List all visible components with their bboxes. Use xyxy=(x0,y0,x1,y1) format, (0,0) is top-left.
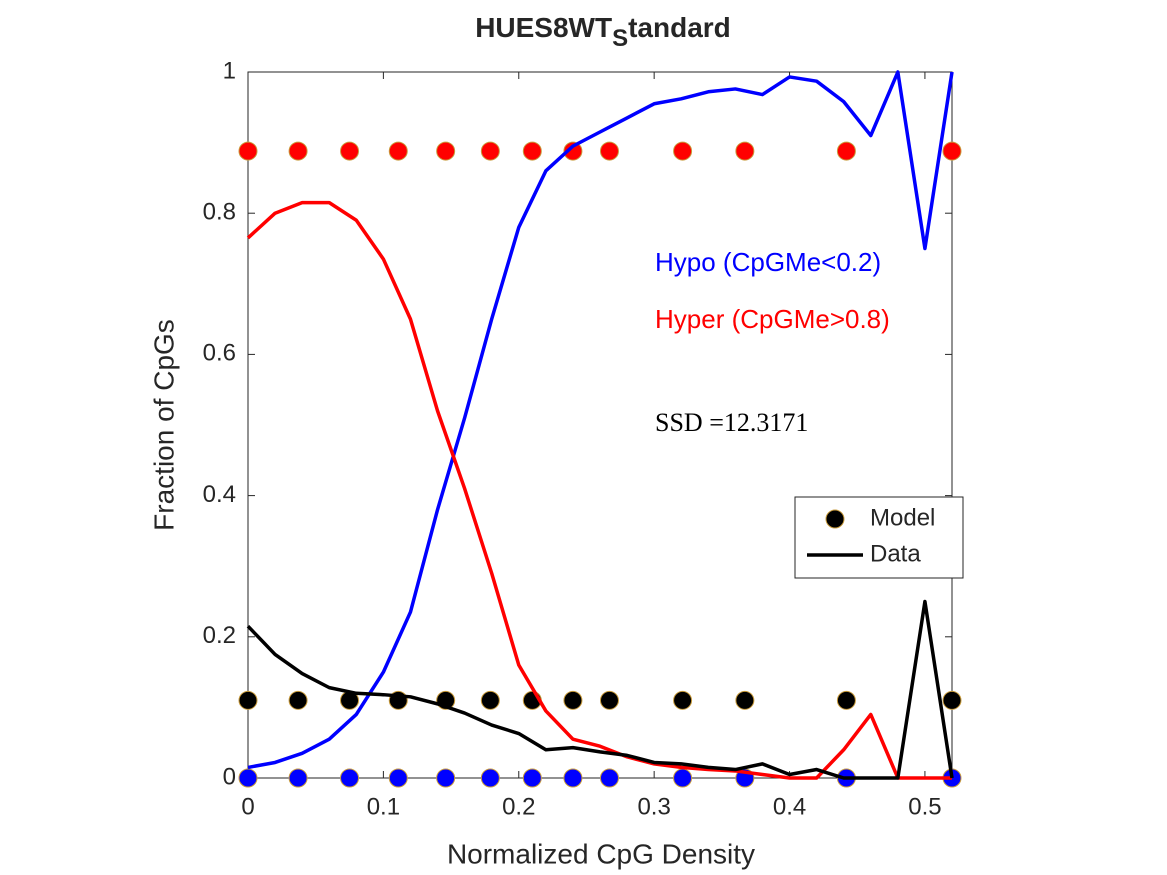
y-tick-label: 0.8 xyxy=(203,199,236,226)
x-tick-label: 0.4 xyxy=(773,793,806,820)
chart-title: HUES8WTStandard xyxy=(475,12,731,52)
model-marker xyxy=(836,690,856,710)
model-marker xyxy=(735,690,755,710)
model-marker xyxy=(480,768,500,788)
model-marker xyxy=(599,690,619,710)
annotation: Hyper (CpGMe>0.8) xyxy=(655,304,890,334)
model-marker xyxy=(563,690,583,710)
model-marker xyxy=(238,768,258,788)
legend-label: Data xyxy=(870,540,921,567)
x-tick-label: 0.5 xyxy=(908,793,941,820)
model-marker xyxy=(522,141,542,161)
model-marker xyxy=(673,690,693,710)
model-marker xyxy=(388,768,408,788)
model-marker xyxy=(942,141,962,161)
model-marker xyxy=(836,141,856,161)
model-marker xyxy=(735,141,755,161)
model-marker xyxy=(563,141,583,161)
model-marker xyxy=(388,141,408,161)
model-marker xyxy=(238,141,258,161)
model-marker xyxy=(436,141,456,161)
model-marker xyxy=(522,768,542,788)
data-line xyxy=(246,200,952,780)
title-part: HUES8WT xyxy=(475,12,612,43)
model-marker xyxy=(288,141,308,161)
plot-box xyxy=(247,71,953,779)
model-marker xyxy=(436,768,456,788)
model-marker xyxy=(599,768,619,788)
model-marker xyxy=(480,141,500,161)
model-marker xyxy=(942,690,962,710)
y-tick-label: 0.4 xyxy=(203,481,236,508)
legend: Model Data xyxy=(794,496,964,579)
y-tick-label: 0 xyxy=(223,763,236,790)
model-marker xyxy=(238,690,258,710)
x-tick-label: 0.1 xyxy=(367,793,400,820)
title-part: tandard xyxy=(628,12,731,43)
model-marker xyxy=(480,690,500,710)
model-marker xyxy=(340,768,360,788)
model-marker xyxy=(673,768,693,788)
legend-box xyxy=(794,496,964,579)
model-marker xyxy=(288,768,308,788)
y-tick-label: 0.2 xyxy=(203,622,236,649)
model-marker xyxy=(288,690,308,710)
data-line xyxy=(246,599,954,780)
model-marker xyxy=(340,141,360,161)
x-tick-label: 0.3 xyxy=(637,793,670,820)
model-marker xyxy=(673,141,693,161)
legend-label: Model xyxy=(870,504,935,531)
annotation: Hypo (CpGMe<0.2) xyxy=(655,247,881,277)
y-tick-label: 1 xyxy=(223,57,236,84)
y-tick-label: 0.6 xyxy=(203,340,236,367)
legend-marker xyxy=(825,509,845,529)
x-axis-label: Normalized CpG Density xyxy=(447,838,755,869)
x-tick-label: 0.2 xyxy=(502,793,535,820)
x-tick-label: 0 xyxy=(241,793,254,820)
title-subscript: S xyxy=(612,25,628,52)
y-axis-label: Fraction of CpGs xyxy=(148,319,179,531)
model-marker xyxy=(599,141,619,161)
data-line xyxy=(247,70,954,770)
model-marker xyxy=(563,768,583,788)
annotation: SSD =12.3171 xyxy=(655,408,808,437)
